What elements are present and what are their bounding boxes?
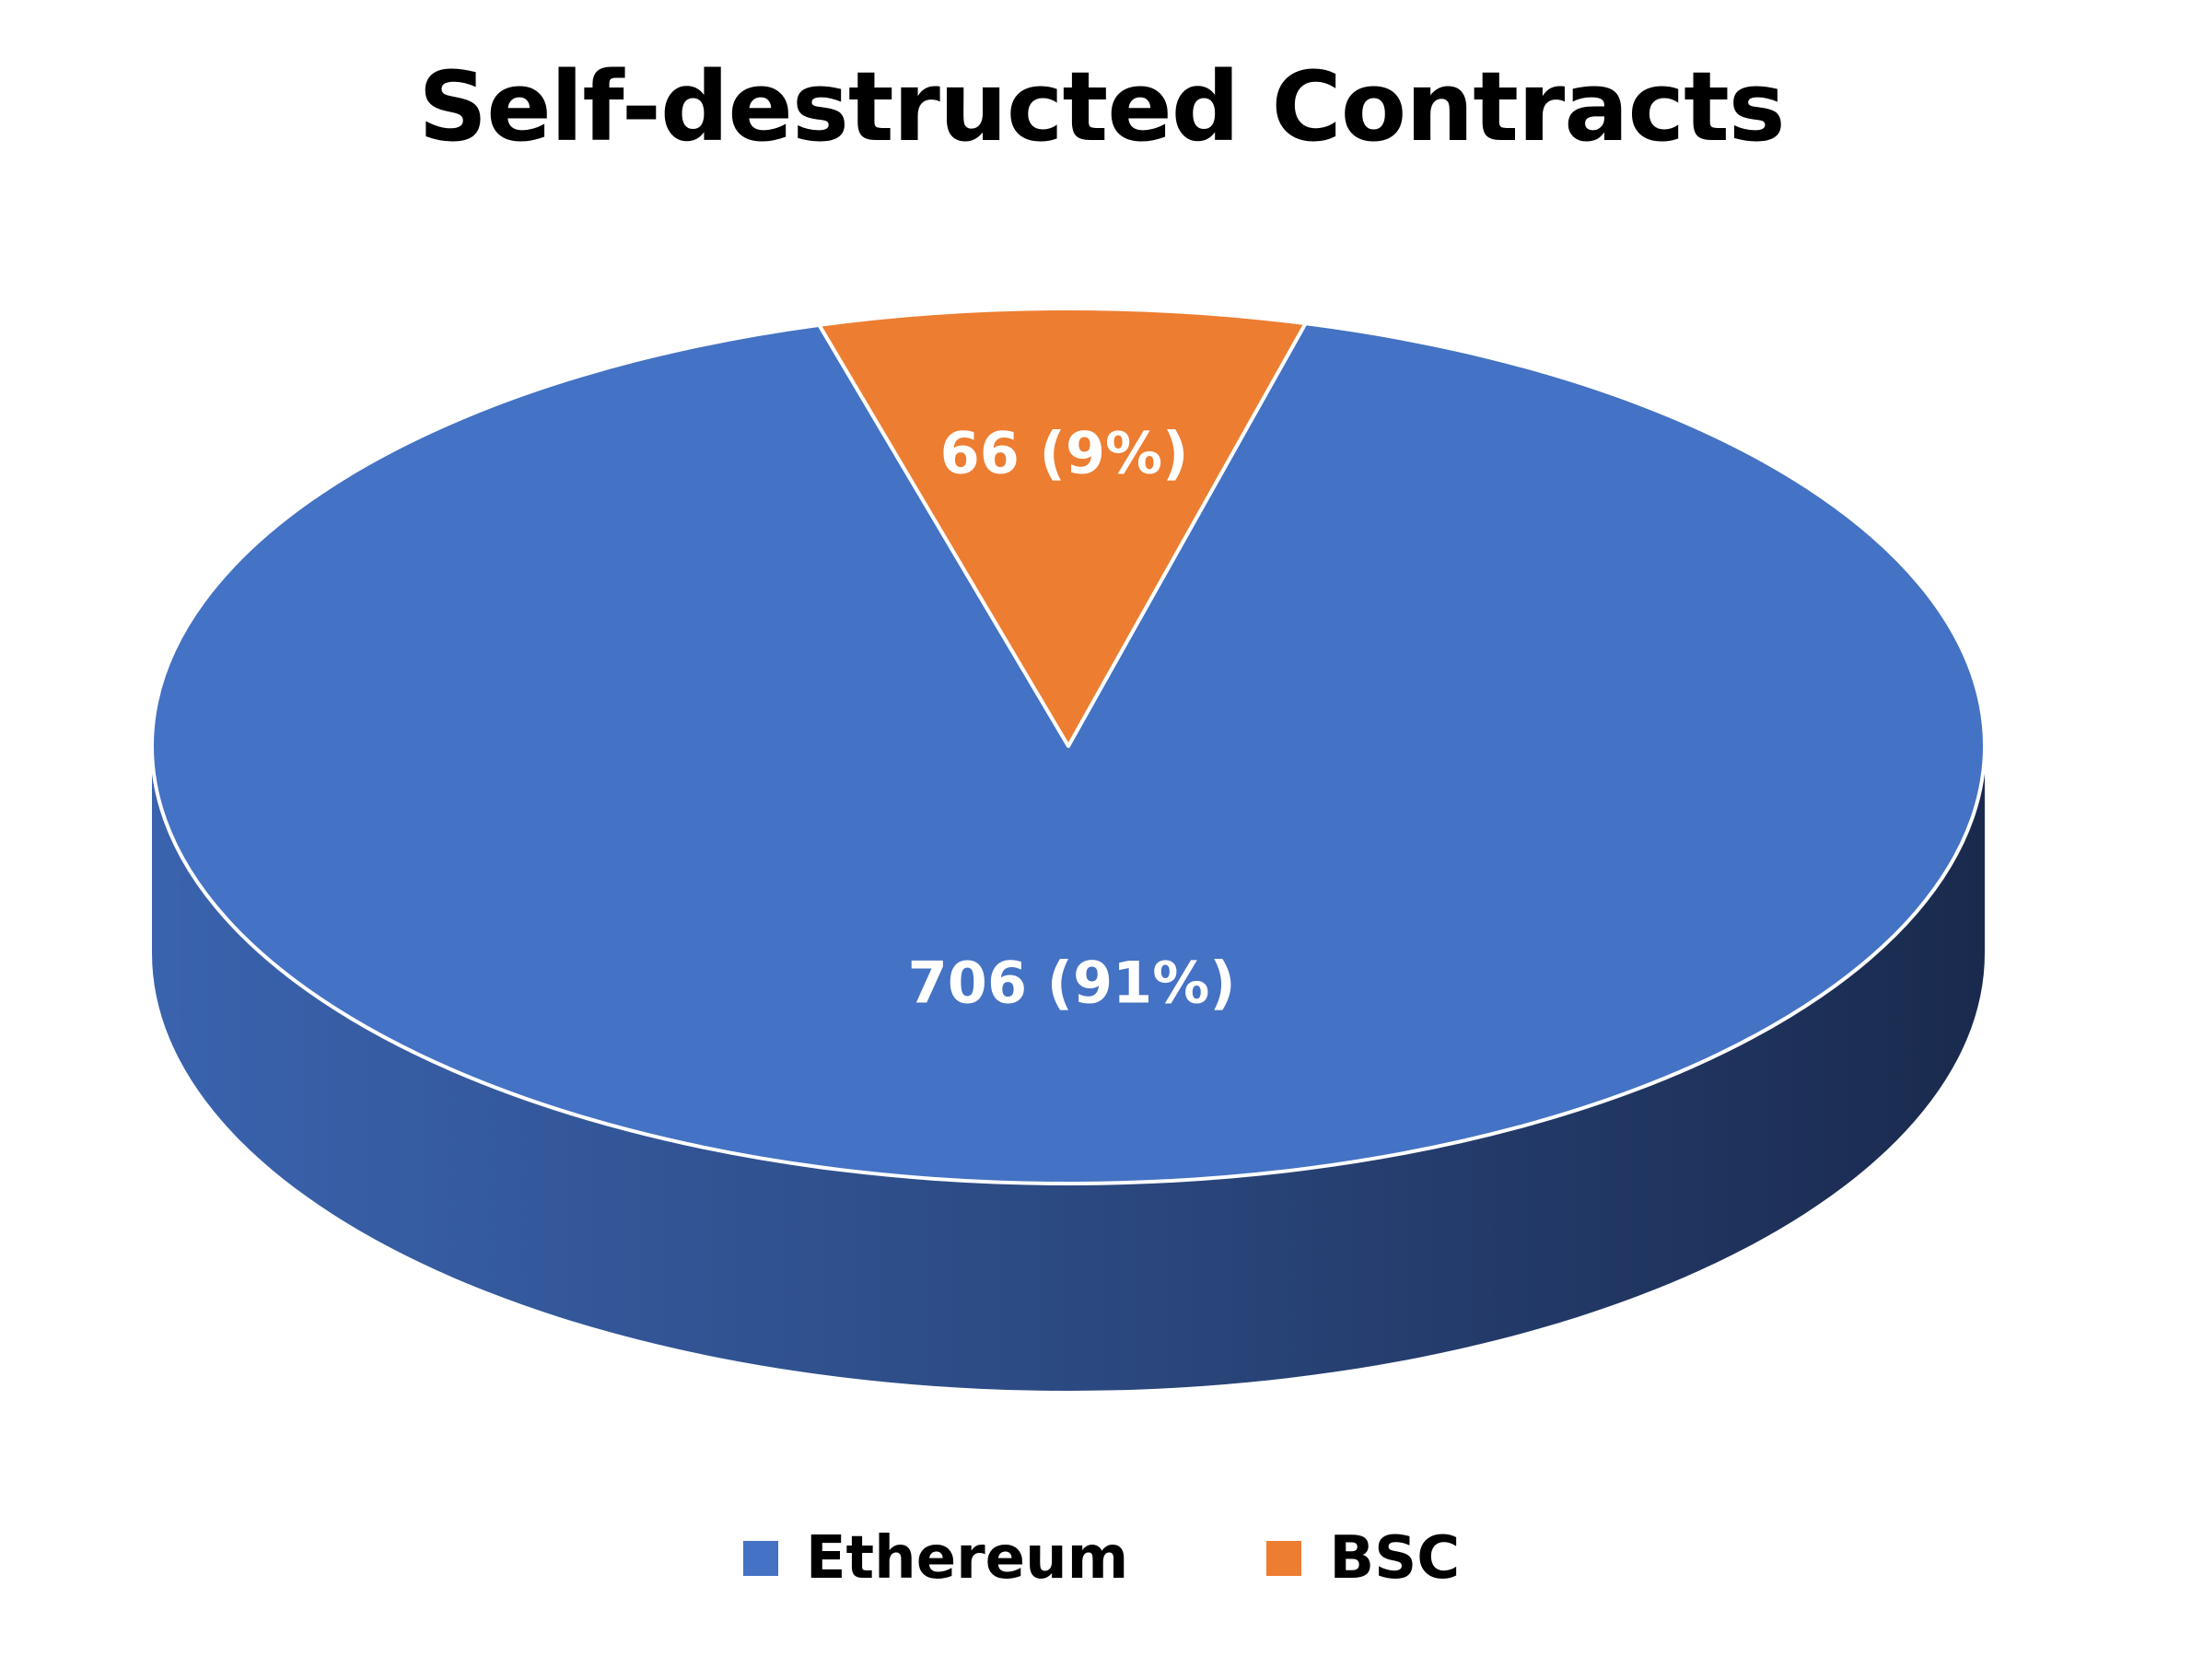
data-label-bsc: 66 (9%) bbox=[940, 420, 1189, 487]
data-label-ethereum: 706 (91%) bbox=[908, 949, 1236, 1016]
legend-label-ethereum: Ethereum bbox=[805, 1524, 1129, 1592]
legend-swatch-bsc bbox=[1266, 1541, 1302, 1576]
legend: Ethereum BSC bbox=[0, 1524, 2203, 1592]
chart-title: Self-destructed Contracts bbox=[418, 51, 1785, 163]
pie-slice-bsc bbox=[817, 307, 1308, 748]
pie-top-face bbox=[150, 307, 1987, 1185]
pie-slice-ethereum bbox=[150, 321, 1987, 1185]
pie-side-ethereum bbox=[152, 746, 1985, 1391]
pie-data-labels: 706 (91%) 66 (9%) bbox=[908, 420, 1236, 1017]
legend-label-bsc: BSC bbox=[1329, 1524, 1461, 1592]
pie-side-wall bbox=[152, 746, 1985, 1391]
legend-item-bsc: BSC bbox=[1266, 1524, 1460, 1592]
legend-item-ethereum: Ethereum bbox=[742, 1524, 1129, 1592]
legend-swatch-ethereum bbox=[742, 1541, 778, 1576]
